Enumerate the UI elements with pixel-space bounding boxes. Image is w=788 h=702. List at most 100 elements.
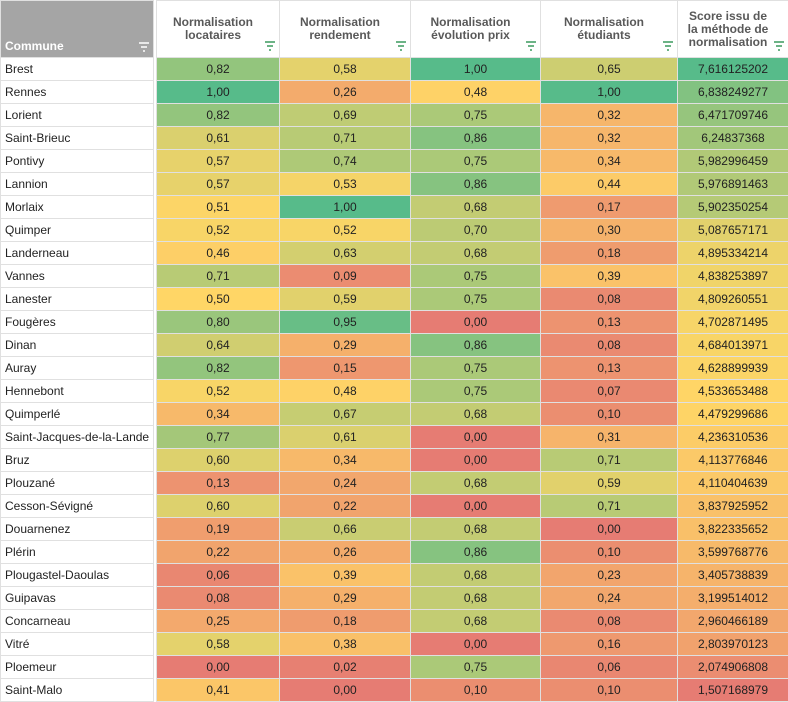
cell-commune[interactable]: Concarneau [1,610,154,633]
cell-score[interactable]: 1,507168979 [678,679,788,702]
cell-score[interactable]: 3,405738839 [678,564,788,587]
header-etudiants[interactable]: Normalisation étudiants [541,1,678,58]
cell-rendement[interactable]: 0,29 [280,587,411,610]
cell-rendement[interactable]: 0,74 [280,150,411,173]
cell-evolution[interactable]: 0,68 [411,564,541,587]
cell-evolution[interactable]: 0,70 [411,219,541,242]
cell-etudiants[interactable]: 0,07 [541,380,678,403]
cell-commune[interactable]: Vitré [1,633,154,656]
cell-etudiants[interactable]: 0,31 [541,426,678,449]
cell-rendement[interactable]: 0,22 [280,495,411,518]
cell-etudiants[interactable]: 0,71 [541,495,678,518]
header-score[interactable]: Score issu de la méthode de normalisatio… [678,1,788,58]
cell-rendement[interactable]: 0,38 [280,633,411,656]
cell-score[interactable]: 3,599768776 [678,541,788,564]
cell-locataires[interactable]: 0,52 [157,380,280,403]
cell-rendement[interactable]: 0,26 [280,81,411,104]
cell-locataires[interactable]: 0,51 [157,196,280,219]
cell-commune[interactable]: Saint-Malo [1,679,154,702]
cell-locataires[interactable]: 0,22 [157,541,280,564]
cell-etudiants[interactable]: 0,32 [541,104,678,127]
cell-score[interactable]: 2,074906808 [678,656,788,679]
cell-locataires[interactable]: 0,50 [157,288,280,311]
cell-score[interactable]: 4,236310536 [678,426,788,449]
cell-locataires[interactable]: 0,46 [157,242,280,265]
cell-locataires[interactable]: 0,52 [157,219,280,242]
cell-evolution[interactable]: 0,86 [411,127,541,150]
cell-evolution[interactable]: 0,75 [411,357,541,380]
cell-locataires[interactable]: 0,82 [157,104,280,127]
cell-locataires[interactable]: 0,08 [157,587,280,610]
cell-etudiants[interactable]: 0,23 [541,564,678,587]
filter-icon[interactable] [774,41,784,51]
cell-commune[interactable]: Plougastel-Daoulas [1,564,154,587]
cell-rendement[interactable]: 0,63 [280,242,411,265]
cell-etudiants[interactable]: 0,08 [541,610,678,633]
cell-evolution[interactable]: 0,86 [411,173,541,196]
cell-rendement[interactable]: 0,71 [280,127,411,150]
cell-etudiants[interactable]: 0,44 [541,173,678,196]
cell-commune[interactable]: Douarnenez [1,518,154,541]
cell-commune[interactable]: Lannion [1,173,154,196]
cell-etudiants[interactable]: 0,06 [541,656,678,679]
cell-score[interactable]: 4,479299686 [678,403,788,426]
cell-score[interactable]: 4,628899939 [678,357,788,380]
cell-score[interactable]: 5,087657171 [678,219,788,242]
cell-commune[interactable]: Brest [1,58,154,81]
cell-score[interactable]: 2,803970123 [678,633,788,656]
cell-etudiants[interactable]: 0,13 [541,357,678,380]
cell-evolution[interactable]: 1,00 [411,58,541,81]
filter-icon[interactable] [663,41,673,51]
header-commune[interactable]: Commune [1,1,154,58]
filter-icon[interactable] [396,41,406,51]
cell-locataires[interactable]: 0,00 [157,656,280,679]
cell-evolution[interactable]: 0,68 [411,518,541,541]
cell-score[interactable]: 5,976891463 [678,173,788,196]
cell-locataires[interactable]: 0,60 [157,495,280,518]
cell-commune[interactable]: Saint-Brieuc [1,127,154,150]
cell-commune[interactable]: Landerneau [1,242,154,265]
cell-etudiants[interactable]: 0,65 [541,58,678,81]
cell-etudiants[interactable]: 0,16 [541,633,678,656]
cell-commune[interactable]: Lanester [1,288,154,311]
cell-commune[interactable]: Cesson-Sévigné [1,495,154,518]
cell-commune[interactable]: Hennebont [1,380,154,403]
cell-score[interactable]: 7,616125202 [678,58,788,81]
cell-evolution[interactable]: 0,75 [411,104,541,127]
cell-evolution[interactable]: 0,86 [411,334,541,357]
cell-rendement[interactable]: 0,48 [280,380,411,403]
cell-rendement[interactable]: 0,09 [280,265,411,288]
cell-score[interactable]: 4,895334214 [678,242,788,265]
cell-etudiants[interactable]: 0,18 [541,242,678,265]
cell-commune[interactable]: Lorient [1,104,154,127]
cell-locataires[interactable]: 0,25 [157,610,280,633]
cell-evolution[interactable]: 0,75 [411,150,541,173]
cell-evolution[interactable]: 0,68 [411,403,541,426]
cell-commune[interactable]: Quimper [1,219,154,242]
cell-commune[interactable]: Morlaix [1,196,154,219]
cell-locataires[interactable]: 0,19 [157,518,280,541]
cell-locataires[interactable]: 0,61 [157,127,280,150]
cell-locataires[interactable]: 0,57 [157,173,280,196]
cell-etudiants[interactable]: 0,32 [541,127,678,150]
cell-score[interactable]: 4,702871495 [678,311,788,334]
cell-evolution[interactable]: 0,00 [411,311,541,334]
cell-score[interactable]: 6,838249277 [678,81,788,104]
cell-evolution[interactable]: 0,00 [411,495,541,518]
cell-evolution[interactable]: 0,86 [411,541,541,564]
cell-rendement[interactable]: 0,61 [280,426,411,449]
cell-etudiants[interactable]: 0,08 [541,334,678,357]
cell-etudiants[interactable]: 0,30 [541,219,678,242]
cell-etudiants[interactable]: 0,10 [541,541,678,564]
cell-etudiants[interactable]: 0,17 [541,196,678,219]
cell-rendement[interactable]: 0,00 [280,679,411,702]
cell-commune[interactable]: Rennes [1,81,154,104]
cell-rendement[interactable]: 0,15 [280,357,411,380]
cell-locataires[interactable]: 1,00 [157,81,280,104]
cell-score[interactable]: 4,809260551 [678,288,788,311]
cell-locataires[interactable]: 0,58 [157,633,280,656]
filter-icon[interactable] [139,42,149,52]
cell-etudiants[interactable]: 0,00 [541,518,678,541]
cell-score[interactable]: 3,822335652 [678,518,788,541]
cell-score[interactable]: 2,960466189 [678,610,788,633]
